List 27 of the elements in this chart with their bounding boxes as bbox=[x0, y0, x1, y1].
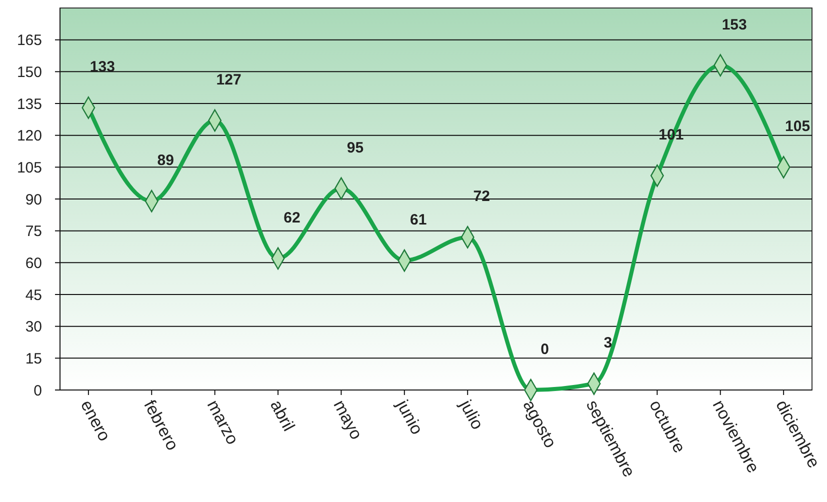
data-label: 0 bbox=[540, 341, 549, 358]
x-tick-label: julio bbox=[456, 396, 488, 433]
y-tick-label: 75 bbox=[25, 223, 42, 240]
y-tick-label: 90 bbox=[25, 191, 42, 208]
y-tick-label: 120 bbox=[16, 128, 42, 145]
data-label: 153 bbox=[722, 16, 747, 34]
y-tick-label: 60 bbox=[25, 254, 42, 272]
y-tick-label: 45 bbox=[25, 286, 42, 304]
data-label: 95 bbox=[346, 139, 364, 156]
y-tick-label: 0 bbox=[34, 382, 42, 400]
y-tick-label: 105 bbox=[16, 159, 42, 176]
y-tick-label: 135 bbox=[16, 96, 42, 113]
data-label: 89 bbox=[157, 152, 174, 170]
y-tick-label: 30 bbox=[25, 318, 42, 336]
y-tick-label: 150 bbox=[16, 64, 42, 81]
x-tick-label: marzo bbox=[203, 396, 242, 448]
data-label: 127 bbox=[216, 71, 242, 88]
data-label: 62 bbox=[284, 209, 300, 226]
y-tick-label: 165 bbox=[16, 32, 42, 50]
y-tick-label: 15 bbox=[25, 350, 42, 368]
x-tick-label: enero bbox=[76, 396, 114, 444]
data-label: 105 bbox=[785, 118, 810, 136]
x-tick-label: junio bbox=[392, 396, 427, 438]
data-label: 3 bbox=[604, 334, 612, 352]
x-tick-label: mayo bbox=[330, 396, 366, 443]
data-label: 61 bbox=[410, 212, 427, 229]
x-tick-label: abril bbox=[266, 396, 298, 434]
